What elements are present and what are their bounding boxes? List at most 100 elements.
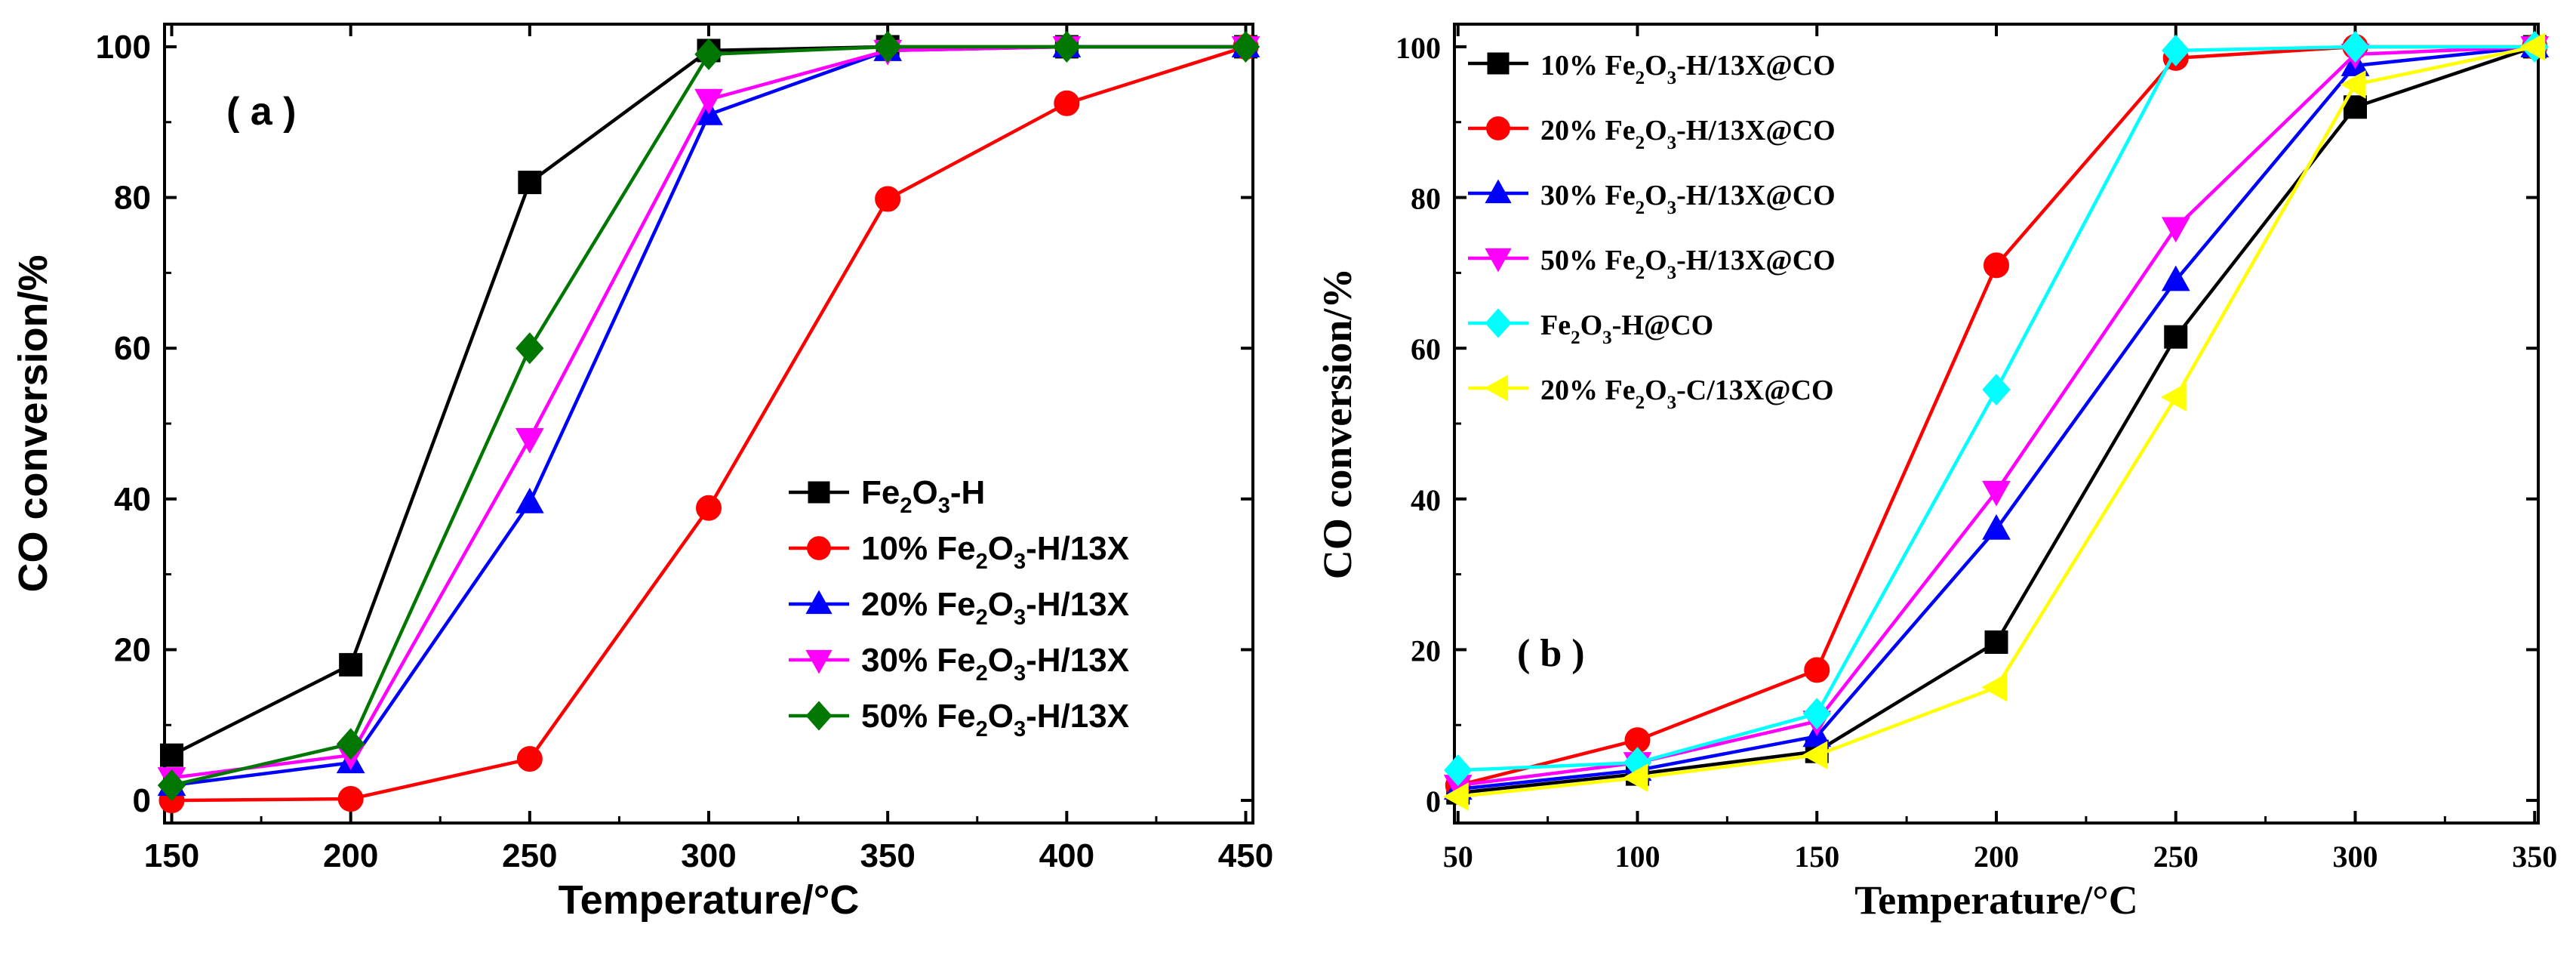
data-point — [515, 488, 544, 513]
x-tick-label: 50 — [1443, 840, 1473, 874]
legend-text-part: 2 — [976, 606, 988, 630]
legend-text-part: -H/13X@CO — [1676, 115, 1836, 146]
x-tick-label: 300 — [2332, 840, 2377, 874]
y-tick-label: 0 — [1426, 785, 1441, 818]
legend-entry: 30% Fe2O3-H/13X — [861, 642, 1129, 686]
x-tick-label: 150 — [1794, 840, 1839, 874]
legend-text-part: 10% Fe — [1540, 50, 1636, 82]
legend-text-part: 3 — [1014, 717, 1026, 741]
x-tick-label: 300 — [681, 837, 736, 874]
data-point — [2519, 32, 2546, 61]
legend-text-part: O — [988, 642, 1014, 679]
legend-text-part: -H/13X — [1026, 698, 1129, 735]
data-point — [1982, 480, 2011, 507]
legend-text-part: O — [988, 698, 1014, 735]
legend-text-part: 3 — [1667, 198, 1677, 218]
panel-b: 50 100 150 200 250 300 350 0 20 40 60 80 100 Temperat… — [1315, 23, 2557, 923]
data-point — [1054, 90, 1080, 116]
data-point — [2161, 265, 2190, 291]
legend-text-part: O — [1645, 50, 1667, 82]
data-point — [159, 743, 183, 767]
legend-text-part: -H@CO — [1612, 310, 1714, 341]
x-tick-label: 250 — [2153, 840, 2199, 874]
y-tick-label: 0 — [133, 782, 151, 819]
series-4 — [1444, 30, 2549, 787]
x-tick-label: 200 — [1974, 840, 2019, 874]
data-point — [1981, 673, 2007, 702]
legend-text-part: -H/13X — [1026, 530, 1129, 567]
legend-text-part: -H/13X@CO — [1676, 180, 1836, 211]
data-point — [2160, 383, 2187, 412]
legend-text-part: 2 — [1636, 393, 1645, 413]
legend-text-part: 3 — [1667, 133, 1677, 153]
data-point — [337, 786, 364, 812]
legend-marker — [805, 701, 833, 731]
x-tick-label: 150 — [144, 837, 199, 874]
data-point — [2340, 69, 2366, 99]
data-point — [694, 38, 723, 70]
x-axis-label: Temperature/°C — [559, 877, 860, 923]
legend-text-part: 20% Fe — [861, 586, 976, 623]
legend-entry: 10% Fe2O3-H/13X@CO — [1540, 50, 1836, 88]
data-point — [2164, 325, 2188, 349]
data-point — [516, 332, 544, 365]
legend-marker — [1487, 52, 1510, 75]
data-point — [336, 728, 365, 760]
legend-text-part: O — [913, 474, 938, 511]
legend-text-part: -H/13X — [1026, 586, 1129, 623]
legend-entry: 50% Fe2O3-H/13X — [861, 698, 1129, 741]
legend-text-part: 2 — [1571, 328, 1580, 348]
legend-entry: 20% Fe2O3-H/13X — [861, 586, 1129, 630]
x-tick-label: 250 — [502, 837, 557, 874]
data-point — [2162, 34, 2190, 66]
legend-text-part: 2 — [976, 717, 988, 741]
legend-marker — [805, 590, 833, 615]
legend-text-part: 3 — [938, 494, 950, 518]
panel-label: ( a ) — [226, 90, 296, 134]
legend-text-part: 3 — [1667, 393, 1677, 413]
legend-text-part: 2 — [976, 661, 988, 686]
y-tick-label: 80 — [1411, 182, 1441, 216]
legend-text-part: O — [1645, 115, 1667, 146]
x-tick-label: 200 — [323, 837, 378, 874]
y-tick-label: 60 — [1411, 332, 1441, 366]
legend-text-part: -C/13X@CO — [1676, 375, 1833, 406]
legend-text-part: Fe — [1540, 310, 1571, 341]
legend-text-part: O — [988, 586, 1014, 623]
legend-marker — [807, 536, 831, 560]
legend-text-part: O — [1645, 245, 1667, 276]
legend-entry: 20% Fe2O3-C/13X@CO — [1540, 375, 1834, 413]
legend-text-part: 2 — [976, 550, 988, 574]
legend-text-part: -H/13X — [1026, 642, 1129, 679]
data-point — [1982, 513, 2011, 540]
panel-a: 150 200 250 300 350 400 450 0 20 40 60 80 100 Tempera… — [11, 23, 1273, 923]
data-point — [1442, 782, 1469, 811]
series-4 — [157, 30, 1260, 802]
legend-marker — [1485, 248, 1512, 273]
data-point — [694, 88, 723, 115]
data-point — [1984, 252, 2009, 279]
legend-text-part: 3 — [1014, 550, 1026, 574]
y-tick-label: 40 — [114, 481, 151, 518]
data-point — [2341, 30, 2370, 63]
legend-marker — [808, 481, 830, 504]
legend-entry: 20% Fe2O3-H/13X@CO — [1540, 115, 1836, 153]
legend-marker — [805, 649, 833, 674]
legend-entry: 10% Fe2O3-H/13X — [861, 530, 1129, 574]
data-point — [518, 171, 542, 195]
y-tick-label: 40 — [1411, 483, 1441, 517]
series-5 — [1442, 32, 2546, 811]
legend-text-part: 3 — [1014, 661, 1026, 686]
legend-text-part: 20% Fe — [1540, 375, 1636, 406]
x-tick-label: 350 — [860, 837, 915, 874]
data-point — [1802, 698, 1831, 730]
data-point — [875, 186, 901, 212]
legend-text-part: 30% Fe — [1540, 180, 1636, 211]
data-point — [1052, 30, 1082, 63]
legend-text-part: 3 — [1667, 263, 1677, 283]
y-tick-label: 20 — [114, 631, 151, 668]
